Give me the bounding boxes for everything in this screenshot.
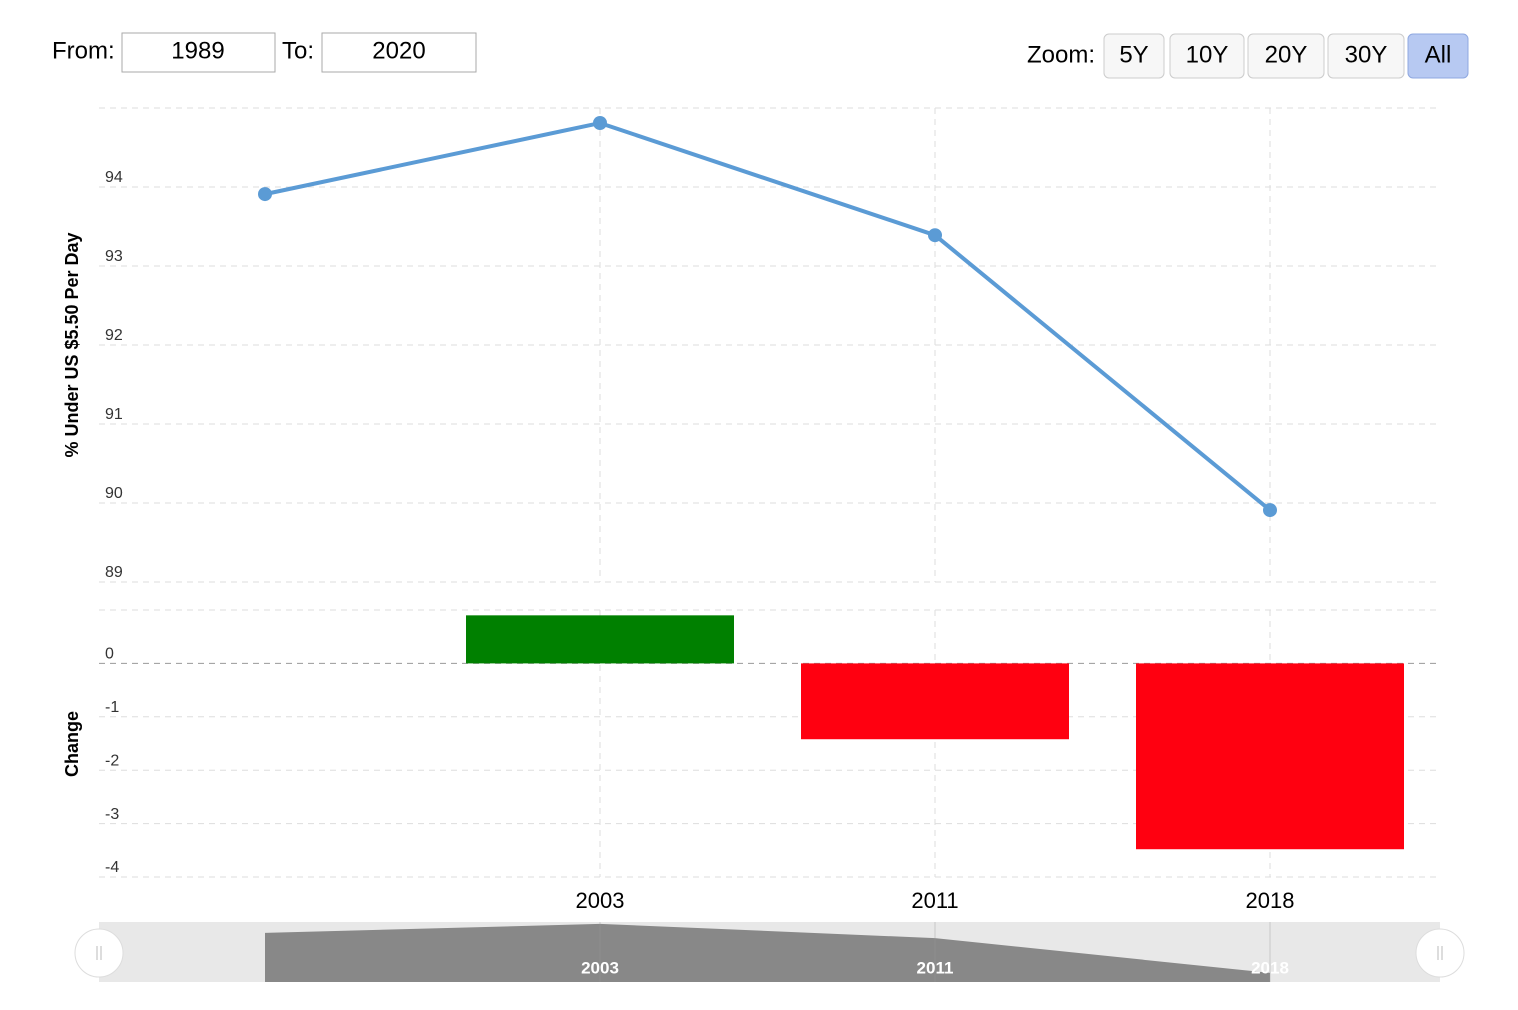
y-tick-label: 91 — [105, 406, 123, 423]
zoom-button-label[interactable]: All — [1425, 41, 1452, 68]
point — [593, 116, 607, 131]
navigator-label: 2011 — [917, 958, 954, 977]
point — [258, 187, 272, 202]
x-tick-label: 2003 — [576, 888, 625, 913]
y-tick-label: 94 — [105, 169, 123, 186]
bar — [1136, 663, 1404, 850]
y-tick-label: -2 — [105, 752, 119, 769]
zoom-button-label[interactable]: 5Y — [1119, 41, 1148, 68]
y-tick-label: -1 — [105, 699, 119, 716]
y-tick-label: 0 — [105, 646, 114, 663]
bar — [466, 615, 734, 664]
navigator-handle[interactable] — [74, 928, 124, 978]
x-tick-label: 2018 — [1246, 888, 1295, 913]
y-axis-label: Change — [62, 711, 82, 777]
y-tick-label: 92 — [105, 327, 123, 344]
point — [928, 228, 942, 243]
navigator-handle[interactable] — [1415, 928, 1465, 978]
to-input[interactable] — [321, 32, 477, 73]
navigator-area — [265, 923, 1270, 982]
y-tick-label: 89 — [105, 564, 123, 581]
to-value[interactable]: 2020 — [372, 37, 425, 64]
navigator-label: 2018 — [1251, 958, 1289, 977]
zoom-button[interactable] — [1407, 33, 1469, 79]
y-tick-label: -3 — [105, 806, 119, 823]
line — [264, 120, 1272, 512]
x-tick-label: 2011 — [911, 888, 958, 913]
zoom-button[interactable] — [1247, 33, 1325, 79]
to-label: To: — [282, 37, 314, 64]
bar — [801, 663, 1069, 740]
navigator-label: 2003 — [581, 958, 619, 977]
y-tick-label: -4 — [105, 859, 119, 876]
zoom-button-label[interactable]: 10Y — [1186, 41, 1229, 68]
y-tick-label: 90 — [105, 485, 123, 502]
zoom-button[interactable] — [1169, 33, 1245, 79]
zoom-button[interactable] — [1327, 33, 1405, 79]
zoom-label: Zoom: — [1027, 41, 1095, 68]
zoom-button-label[interactable]: 30Y — [1345, 41, 1388, 68]
point — [1263, 503, 1277, 518]
from-label: From: — [52, 37, 115, 64]
y-axis-label: % Under US $5.50 Per Day — [62, 232, 82, 457]
zoom-button-label[interactable]: 20Y — [1265, 41, 1308, 68]
y-tick-label: 93 — [105, 248, 123, 265]
zoom-button[interactable] — [1103, 33, 1165, 79]
from-input[interactable] — [121, 32, 276, 73]
from-value[interactable]: 1989 — [171, 37, 224, 64]
